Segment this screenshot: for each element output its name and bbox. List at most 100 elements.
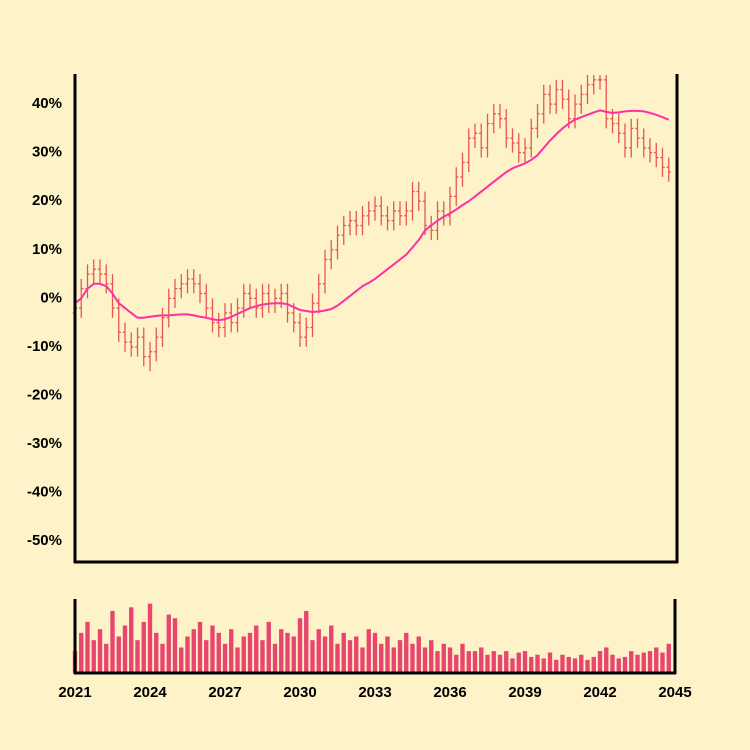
x-tick-label: 2042: [583, 684, 616, 701]
volume-bar: [185, 636, 190, 673]
volume-bar: [360, 647, 365, 673]
volume-bar: [104, 643, 109, 673]
volume-bar: [160, 643, 165, 673]
volume-bar: [379, 643, 384, 673]
volume-bar: [579, 654, 584, 673]
volume-bar: [110, 610, 115, 673]
y-tick-label: -10%: [27, 338, 62, 355]
y-tick-label: -20%: [27, 386, 62, 403]
x-tick-label: 2045: [658, 684, 691, 701]
volume-bar: [610, 654, 615, 673]
volume-bar: [435, 651, 440, 673]
volume-bar: [354, 636, 359, 673]
volume-bar: [666, 643, 671, 673]
volume-bar: [204, 640, 209, 673]
volume-bar: [85, 621, 90, 673]
x-tick-label: 2033: [358, 684, 391, 701]
volume-bar: [372, 632, 378, 673]
volume-bar: [516, 652, 521, 673]
volume-bar: [366, 629, 371, 673]
volume-bar: [304, 610, 309, 673]
volume-bar: [266, 621, 271, 673]
volume-bar: [260, 640, 265, 673]
x-tick-label: 2030: [283, 684, 316, 701]
volume-bar: [654, 647, 659, 673]
volume-bar: [316, 629, 321, 673]
volume-bar: [129, 607, 134, 673]
x-tick-label: 2027: [208, 684, 241, 701]
volume-bar: [622, 656, 628, 673]
volume-bar: [466, 651, 471, 673]
volume-bar: [197, 621, 203, 673]
volume-bar: [416, 636, 421, 673]
volume-bar: [254, 625, 259, 673]
volume-bar: [460, 643, 465, 673]
volume-bar: [335, 643, 340, 673]
volume-bar: [210, 625, 215, 673]
volume-bar: [154, 632, 159, 673]
volume-panel: [72, 603, 671, 673]
volume-bar: [585, 659, 590, 673]
volume-bar: [141, 621, 146, 673]
volume-bar: [235, 647, 240, 673]
y-tick-label: 30%: [32, 144, 62, 161]
volume-bar: [191, 629, 196, 673]
y-tick-label: 10%: [32, 241, 62, 258]
volume-bar: [529, 656, 534, 673]
moving-average-line: [74, 109, 670, 322]
volume-bar: [647, 651, 653, 673]
x-tick-label: 2036: [433, 684, 466, 701]
volume-bar: [404, 632, 409, 673]
y-tick-label: 20%: [32, 192, 62, 209]
volume-bar: [616, 658, 621, 673]
volume-bar: [135, 640, 140, 673]
volume-bar: [166, 614, 171, 673]
x-tick-label: 2024: [133, 684, 167, 701]
x-tick-label: 2021: [58, 684, 91, 701]
volume-bar: [447, 647, 453, 673]
volume-bar: [479, 647, 484, 673]
volume-bar: [554, 659, 559, 673]
volume-bar: [229, 629, 234, 673]
volume-bar: [491, 651, 496, 673]
volume-bar: [222, 643, 228, 673]
volume-bar: [272, 643, 278, 673]
volume-bar: [604, 647, 609, 673]
volume-bar: [422, 647, 428, 673]
y-tick-label: -50%: [27, 532, 62, 549]
y-tick-label: -30%: [27, 435, 62, 452]
volume-bar: [660, 652, 665, 673]
volume-bar: [547, 652, 553, 673]
volume-bar: [504, 651, 509, 673]
volume-bar: [391, 647, 396, 673]
volume-bar: [454, 654, 459, 673]
volume-bar: [322, 636, 328, 673]
volume-bar: [572, 658, 578, 673]
volume-bar: [410, 643, 415, 673]
volume-bar: [347, 640, 353, 673]
volume-bar: [341, 632, 346, 673]
volume-bar: [591, 656, 596, 673]
volume-bar: [597, 651, 603, 673]
volume-bar: [472, 651, 478, 673]
volume-bar: [485, 654, 490, 673]
volume-bar: [635, 654, 640, 673]
volume-bar: [641, 652, 646, 673]
volume-bar: [116, 636, 121, 673]
volume-bar: [535, 654, 540, 673]
price-panel: [72, 75, 671, 372]
volume-bar: [441, 643, 446, 673]
volume-bar: [79, 632, 84, 673]
y-tick-label: 0%: [40, 289, 62, 306]
volume-bar: [510, 658, 515, 673]
volume-bar: [560, 654, 565, 673]
volume-bar: [329, 625, 334, 673]
volume-bar: [522, 651, 528, 673]
volume-bar: [566, 656, 571, 673]
volume-bar: [541, 658, 546, 673]
volume-bar: [172, 618, 178, 673]
volume-bar: [310, 640, 315, 673]
volume-bar: [279, 629, 284, 673]
volume-bar: [97, 629, 103, 673]
